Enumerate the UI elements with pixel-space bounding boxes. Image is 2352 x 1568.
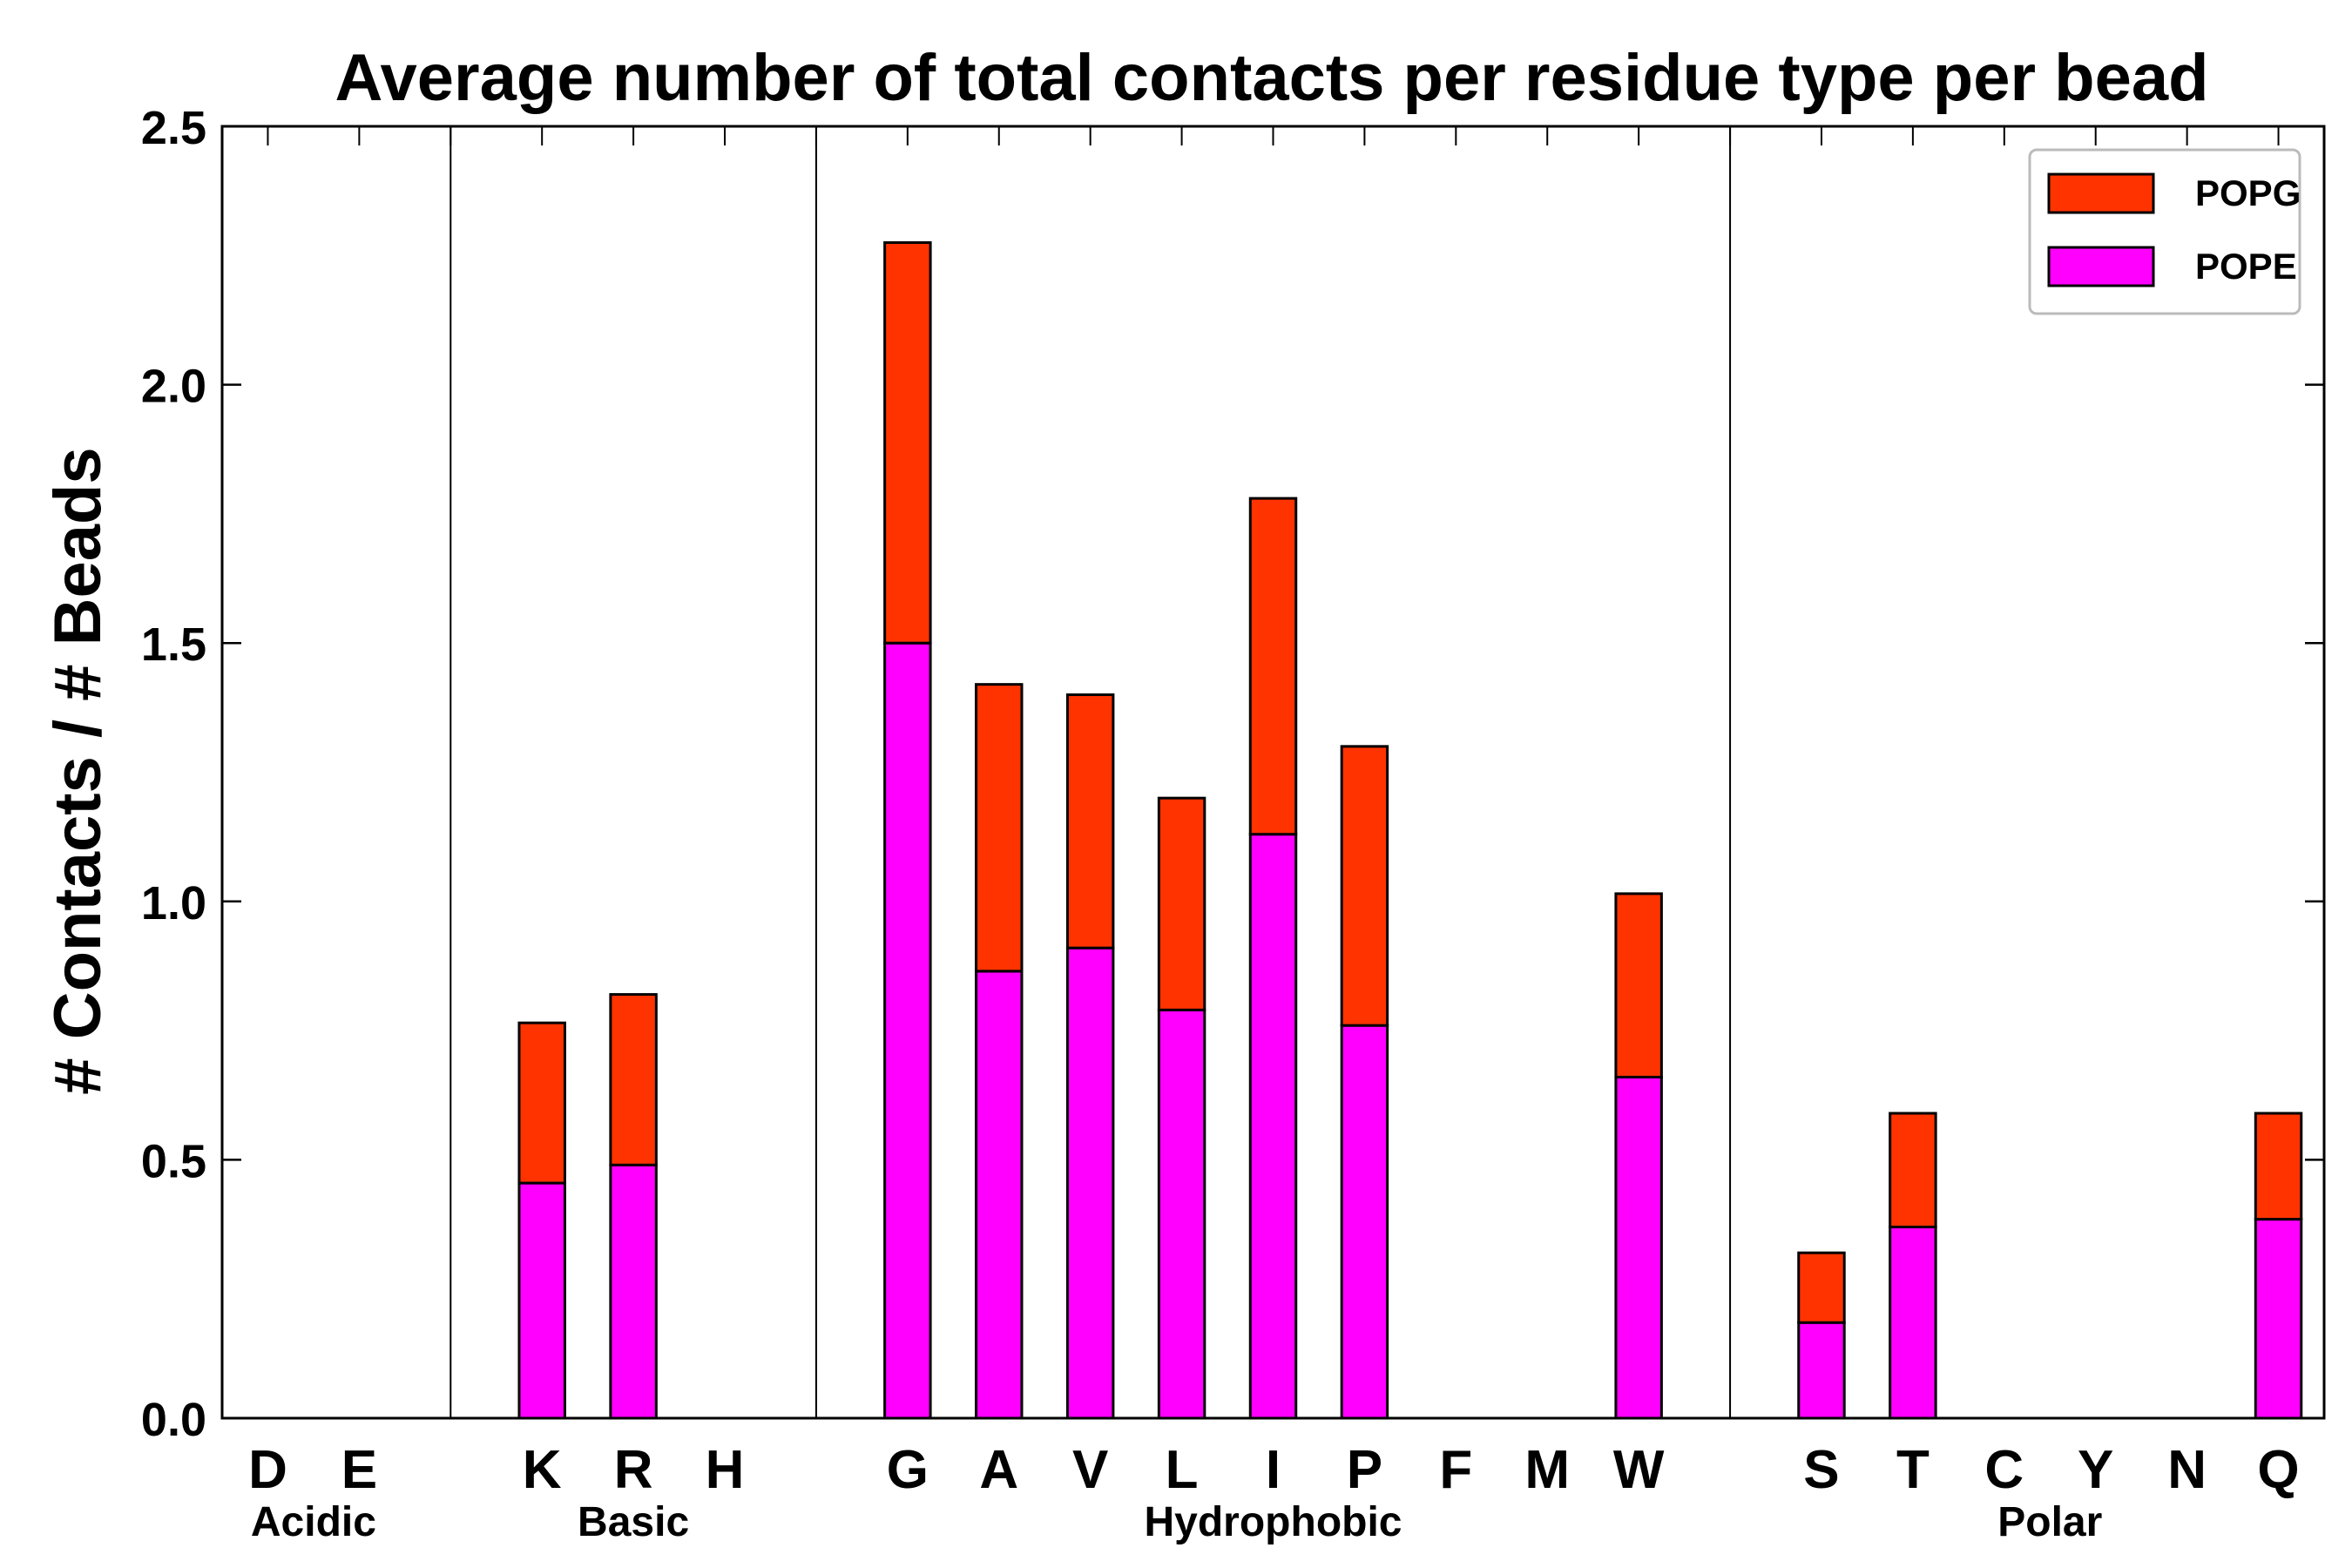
x-tick-label-R: R	[614, 1440, 653, 1500]
bar-pope-L	[1157, 1008, 1206, 1420]
y-tick-label: 0.5	[141, 1135, 206, 1187]
bar-popg-L	[1157, 796, 1206, 1011]
group-label-basic: Basic	[578, 1499, 689, 1545]
bar-pope-V	[1065, 946, 1115, 1420]
x-tick-label-V: V	[1072, 1440, 1108, 1500]
x-tick-label-E: E	[341, 1440, 377, 1500]
chart-title: Average number of total contacts per res…	[335, 41, 2208, 115]
bar-pope-R	[609, 1163, 658, 1420]
x-tick-label-L: L	[1166, 1440, 1199, 1500]
x-tick-label-G: G	[887, 1440, 929, 1500]
group-label-hydrophobic: Hydrophobic	[1145, 1499, 1402, 1545]
x-tick-label-K: K	[523, 1440, 562, 1500]
bar-popg-W	[1614, 892, 1663, 1078]
x-tick-label-S: S	[1803, 1440, 1839, 1500]
y-tick-label: 1.0	[141, 877, 206, 929]
bar-pope-P	[1340, 1024, 1389, 1420]
x-tick-label-I: I	[1266, 1440, 1281, 1500]
y-tick-label: 1.5	[141, 618, 206, 671]
group-label-acidic: Acidic	[251, 1499, 376, 1545]
bar-popg-T	[1889, 1112, 1937, 1229]
bar-popg-V	[1065, 693, 1115, 950]
bar-popg-S	[1797, 1251, 1846, 1324]
bar-pope-T	[1889, 1226, 1937, 1420]
x-tick-label-Q: Q	[2257, 1440, 2299, 1500]
bar-pope-G	[883, 641, 932, 1420]
bar-pope-K	[517, 1181, 566, 1420]
x-tick-label-Y: Y	[2078, 1440, 2113, 1500]
bar-pope-Q	[2254, 1218, 2303, 1420]
x-tick-label-M: M	[1524, 1440, 1570, 1500]
x-tick-label-A: A	[979, 1440, 1018, 1500]
x-tick-label-H: H	[706, 1440, 745, 1500]
bar-popg-K	[517, 1021, 566, 1185]
bar-pope-W	[1614, 1075, 1663, 1420]
x-tick-label-C: C	[1984, 1440, 2024, 1500]
y-axis-label: # Contacts / # Beads	[41, 447, 115, 1094]
x-tick-label-W: W	[1613, 1440, 1665, 1500]
bar-popg-A	[975, 683, 1024, 973]
bar-pope-S	[1797, 1321, 1846, 1420]
x-tick-label-N: N	[2167, 1440, 2207, 1500]
bar-pope-A	[975, 970, 1024, 1420]
legend-label-popg: POPG	[2195, 172, 2301, 213]
legend-swatch-pope	[2047, 246, 2155, 287]
bar-popg-Q	[2254, 1112, 2303, 1221]
x-tick-label-F: F	[1439, 1440, 1472, 1500]
group-label-polar: Polar	[1997, 1499, 2102, 1545]
y-tick-label: 2.5	[141, 102, 206, 154]
bar-popg-P	[1340, 745, 1389, 1027]
x-tick-label-P: P	[1347, 1440, 1382, 1500]
x-tick-label-T: T	[1896, 1440, 1930, 1500]
bar-popg-R	[609, 993, 658, 1166]
x-tick-label-D: D	[248, 1440, 287, 1500]
bar-popg-G	[883, 240, 932, 645]
y-tick-label: 2.0	[141, 361, 206, 413]
legend-swatch-popg	[2047, 172, 2155, 214]
legend-label-pope: POPE	[2195, 246, 2297, 287]
plot-area: 0.0 0.5 1.0 1.5 2.0 2.5 D E K R H G A V L I P F M W S T C Y N Q Ac…	[141, 102, 2326, 1545]
y-tick-label: 0.0	[141, 1394, 206, 1446]
bar-pope-I	[1248, 833, 1298, 1420]
bar-popg-I	[1248, 497, 1298, 836]
